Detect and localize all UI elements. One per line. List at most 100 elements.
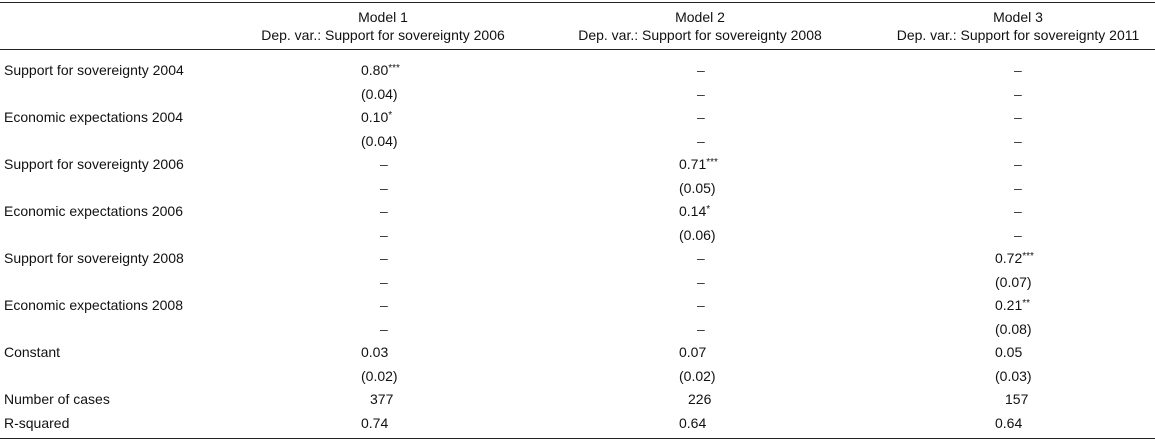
row-label: R-squared <box>4 414 70 431</box>
cell-value: 0.05 <box>995 344 1023 360</box>
cell-value: 0.72 <box>995 250 1023 266</box>
cell-value: – <box>1014 62 1022 78</box>
table-cell: (0.03) <box>995 365 1032 388</box>
cell-value: (0.04) <box>361 85 398 102</box>
cell-value: 0.10 <box>361 109 389 125</box>
row-label: Support for sovereignty 2004 <box>4 62 184 78</box>
cell-value: 0.21 <box>995 297 1023 313</box>
table-row: R-squared 0.74 0.64 0.64 <box>0 412 1155 435</box>
table-row: (0.02) (0.02) (0.03) <box>0 365 1155 388</box>
cell-value: – <box>380 226 388 243</box>
table-cell: – <box>380 271 388 294</box>
table-cell: 0.07 <box>679 341 706 364</box>
table-cell: 226 <box>688 388 711 411</box>
dependent-variable: Dep. var.: Support for sovereignty 2006 <box>261 27 505 43</box>
table-cell: (0.05) <box>679 177 716 200</box>
cell-value: 157 <box>1005 391 1029 407</box>
model-name: Model 3 <box>993 9 1043 25</box>
column-header-model-2: Model 2 Dep. var.: Support for sovereign… <box>564 8 836 44</box>
table-cell: – <box>1014 59 1022 82</box>
table-cell: (0.07) <box>995 271 1032 294</box>
table-cell: 0.14* <box>679 200 710 223</box>
table-cell: 0.64 <box>679 412 706 435</box>
cell-value: (0.07) <box>995 273 1032 290</box>
table-top-rule <box>0 2 1155 3</box>
cell-value: – <box>380 250 388 266</box>
table-row: Economic expectations 2008 – – 0.21** <box>0 294 1155 317</box>
table-cell: 0.03 <box>361 341 388 364</box>
cell-value: – <box>697 273 705 290</box>
cell-value: 0.74 <box>361 414 389 431</box>
cell-value: – <box>1014 156 1022 172</box>
table-cell: – <box>380 247 388 270</box>
table-row: Support for sovereignty 2008 – – 0.72*** <box>0 247 1155 270</box>
cell-value: – <box>380 156 388 172</box>
model-name: Model 2 <box>675 9 725 25</box>
table-cell: – <box>1014 130 1022 153</box>
cell-value: – <box>380 203 388 219</box>
table-row: Support for sovereignty 2006 – 0.71*** – <box>0 153 1155 176</box>
table-cell: 0.71*** <box>679 153 718 176</box>
table-row: Number of cases 377 226 157 <box>0 388 1155 411</box>
table-row: (0.04) – – <box>0 83 1155 106</box>
cell-value: – <box>380 273 388 290</box>
table-cell: – <box>1014 83 1022 106</box>
table-row: – – (0.07) <box>0 271 1155 294</box>
table-row: Economic expectations 2004 0.10* – – <box>0 106 1155 129</box>
table-row: (0.04) – – <box>0 130 1155 153</box>
row-label: Constant <box>4 344 61 360</box>
table-cell: 0.10* <box>361 106 392 129</box>
cell-value: – <box>380 320 388 337</box>
table-cell: – <box>1014 153 1022 176</box>
cell-value: (0.03) <box>995 367 1032 384</box>
row-label: Number of cases <box>4 391 110 407</box>
cell-value: 0.07 <box>679 344 707 360</box>
table-cell: (0.02) <box>361 365 398 388</box>
cell-value: – <box>697 85 705 102</box>
table-cell: (0.02) <box>679 365 716 388</box>
cell-value: 0.03 <box>361 344 389 360</box>
table-cell: 0.72*** <box>995 247 1034 270</box>
table-cell: (0.04) <box>361 130 398 153</box>
header-rule <box>0 49 1155 50</box>
cell-value: – <box>697 320 705 337</box>
table-cell: – <box>1014 177 1022 200</box>
table-row: Economic expectations 2006 – 0.14* – <box>0 200 1155 223</box>
table-cell: (0.04) <box>361 83 398 106</box>
cell-value: – <box>1014 132 1022 149</box>
table-row: – – (0.08) <box>0 318 1155 341</box>
table-cell: 0.21** <box>995 294 1030 317</box>
significance-stars: * <box>388 110 393 121</box>
table-cell: – <box>697 271 705 294</box>
table-row: Constant 0.03 0.07 0.05 <box>0 341 1155 364</box>
table-cell: – <box>697 59 705 82</box>
table-cell: 157 <box>1005 388 1028 411</box>
cell-value: – <box>380 179 388 196</box>
dependent-variable: Dep. var.: Support for sovereignty 2011 <box>896 27 1140 43</box>
table-cell: – <box>1014 200 1022 223</box>
table-cell: 0.05 <box>995 341 1022 364</box>
column-header-model-1: Model 1 Dep. var.: Support for sovereign… <box>247 8 519 44</box>
cell-value: – <box>697 297 705 313</box>
table-cell: 0.74 <box>361 412 388 435</box>
cell-value: 377 <box>370 391 394 407</box>
table-cell: 377 <box>370 388 393 411</box>
significance-stars: *** <box>1022 251 1034 262</box>
cell-value: – <box>697 109 705 125</box>
table-cell: (0.08) <box>995 318 1032 341</box>
table-cell: – <box>1014 224 1022 247</box>
table-cell: – <box>380 177 388 200</box>
cell-value: 226 <box>688 391 712 407</box>
cell-value: (0.06) <box>679 226 716 243</box>
table-cell: – <box>697 247 705 270</box>
column-header-model-3: Model 3 Dep. var.: Support for sovereign… <box>882 8 1154 44</box>
table-cell: – <box>1014 106 1022 129</box>
cell-value: 0.80 <box>361 62 389 78</box>
table-cell: – <box>697 83 705 106</box>
cell-value: 0.14 <box>679 203 707 219</box>
cell-value: – <box>1014 85 1022 102</box>
table-bottom-rule <box>0 438 1155 439</box>
table-cell: – <box>380 318 388 341</box>
table-cell: 0.64 <box>995 412 1022 435</box>
